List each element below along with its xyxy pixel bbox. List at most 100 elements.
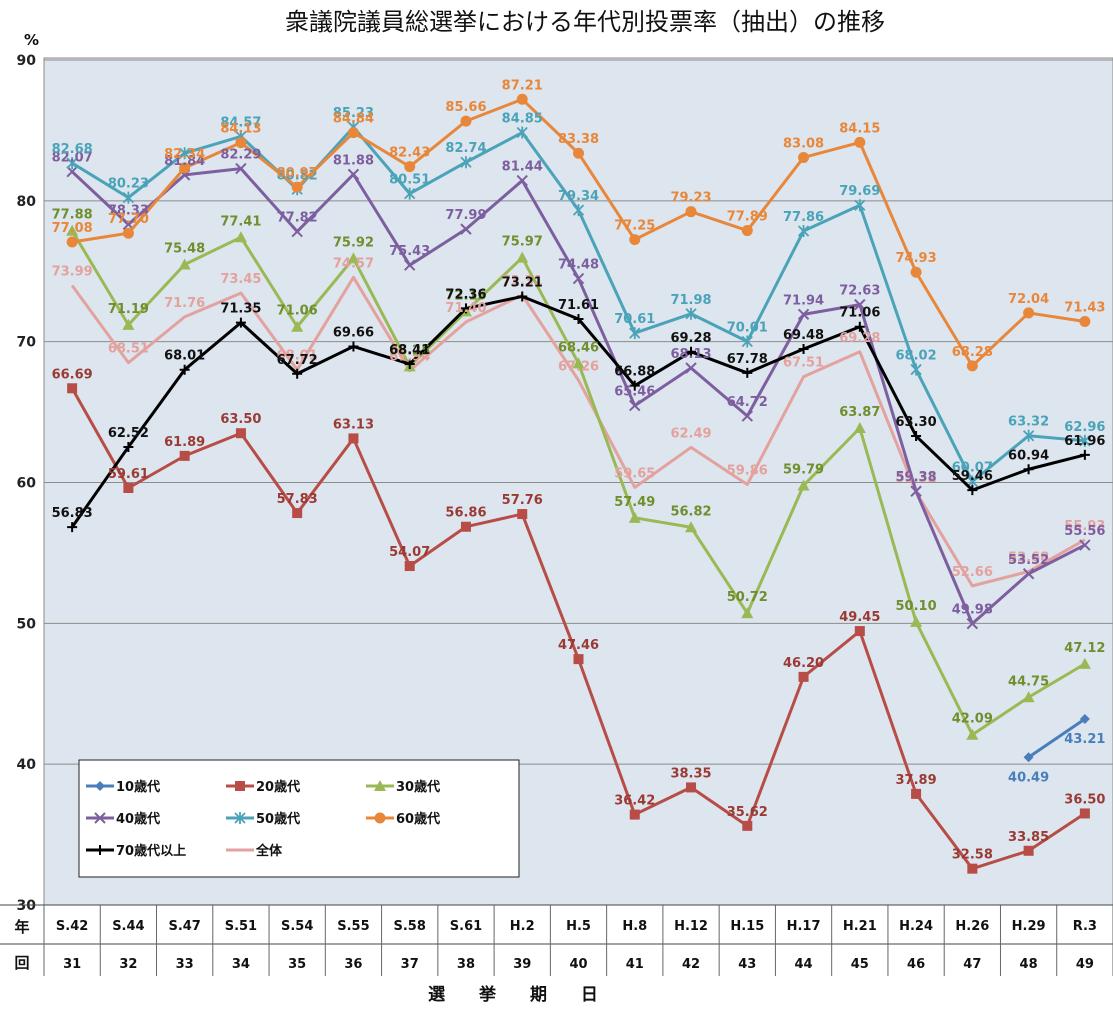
legend-entry: 30歳代 [366,779,440,795]
data-label: 60.07 [952,461,993,476]
data-label: 77.70 [108,212,149,227]
data-label: 63.32 [1008,415,1049,430]
marker-circle [347,127,359,139]
session-number: 38 [457,957,475,972]
marker-circle [798,151,810,163]
marker-star [234,812,246,824]
data-label: 53.52 [1008,553,1049,568]
session-number: 42 [682,957,700,972]
data-label: 69.28 [839,331,880,346]
x-tick-label: H.26 [955,919,989,934]
data-label: 40.49 [1008,770,1049,785]
data-label: 82.43 [389,146,430,161]
data-label: 62.49 [670,426,711,441]
marker-plus [404,359,415,370]
data-label: 61.96 [1064,434,1105,449]
x-tick-label: H.24 [899,919,933,934]
data-label: 56.86 [445,506,486,521]
data-label: 64.72 [727,395,768,410]
marker-triangle [291,320,304,332]
data-label: 70.61 [614,312,655,327]
legend-entry: 70歳代以上 [86,843,186,859]
data-label: 84.15 [839,121,880,136]
data-label: 77.82 [277,211,318,226]
data-label: 49.98 [952,603,993,618]
data-label: 83.08 [783,136,824,151]
legend-label: 全体 [255,843,283,859]
data-label: 59.86 [727,463,768,478]
session-number: 45 [851,957,869,972]
data-label: 53.68 [1008,551,1049,566]
marker-x [572,272,585,285]
data-label: 66.88 [614,365,655,380]
x-tick-label: H.15 [730,919,764,934]
marker-square [629,809,640,820]
marker-plus [123,442,134,453]
data-label: 54.07 [389,545,430,560]
marker-star [629,327,641,340]
marker-square [573,654,584,665]
data-label: 47.46 [558,638,599,653]
data-label: 71.43 [1064,301,1105,316]
marker-star [404,187,416,200]
marker-plus [517,291,528,302]
marker-x [516,174,528,187]
legend-entry: 40歳代 [86,811,160,827]
marker-circle [122,227,134,239]
marker-triangle [685,521,698,533]
marker-plus [1023,464,1034,475]
session-number: 35 [288,957,306,972]
marker-circle [910,266,922,278]
marker-plus [460,303,471,314]
data-label: 84.84 [333,112,374,127]
marker-plus [742,367,753,378]
data-label: 85.23 [333,106,374,121]
data-label: 56.82 [670,504,711,519]
x-tick-label: R.3 [1073,919,1097,934]
marker-triangle [797,479,810,491]
marker-triangle [910,615,923,627]
data-label: 74.48 [558,258,599,273]
marker-plus [1079,449,1090,460]
marker-circle [1023,307,1035,319]
data-label: 52.66 [952,565,993,580]
data-label: 63.13 [333,417,374,432]
marker-circle [1079,316,1091,328]
marker-square [123,482,134,493]
data-label: 65.46 [614,385,655,400]
legend-entry: 全体 [226,843,283,859]
marker-circle [374,812,386,824]
marker-square [517,509,528,520]
data-label: 75.97 [502,235,543,250]
data-label: 77.41 [220,214,261,229]
marker-x [966,617,979,630]
series-2 [67,383,1090,874]
data-label: 68.41 [389,343,430,358]
y-tick-label: 40 [17,757,37,773]
x-tick-label: S.47 [168,919,200,934]
marker-circle [179,162,191,174]
data-label: 62.52 [108,426,149,441]
data-label: 55.56 [1064,524,1105,539]
marker-square [348,433,359,444]
data-label: 75.48 [164,241,205,256]
data-label: 79.34 [558,189,599,204]
marker-star [122,191,135,204]
data-label: 72.15 [445,288,486,303]
marker-plus [573,313,584,324]
data-label: 81.44 [502,160,543,175]
x-axis-table: 年回 S.42 31 S.44 32 S.47 33 S.51 34 S.54 35 S.55 36 S.… [0,904,1113,976]
data-label: 87.21 [502,78,543,93]
chart-title: 衆議院議員総選挙における年代別投票率（抽出）の推移 [285,8,885,36]
data-label: 82.74 [445,141,486,156]
marker-star [460,156,472,169]
data-label: 70.01 [727,321,768,336]
data-label: 68.01 [277,349,318,364]
marker-plus [179,364,190,375]
marker-circle [460,115,472,127]
data-label: 67.78 [727,352,768,367]
data-label: 77.86 [783,210,824,225]
session-number: 48 [1020,957,1038,972]
data-label: 60.94 [1008,448,1049,463]
marker-plus [67,522,78,533]
